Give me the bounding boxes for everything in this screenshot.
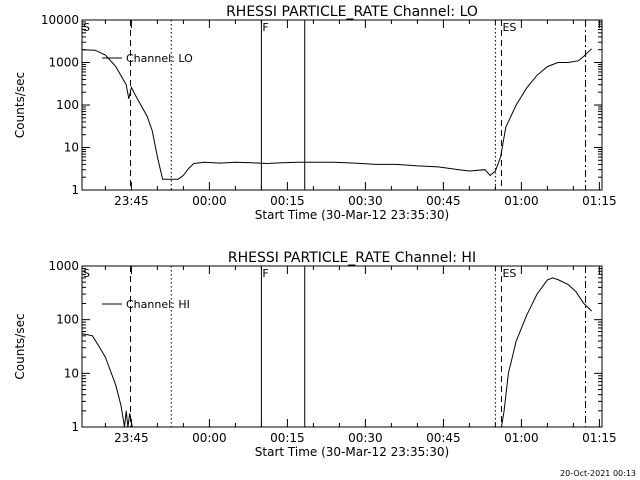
x-tick-label: 00:15 <box>270 194 305 208</box>
event-marker-label: S <box>83 267 90 280</box>
x-tick-label: 00:00 <box>192 431 227 445</box>
legend-label: Channel: LO <box>126 52 193 65</box>
plot-frame <box>81 265 603 428</box>
x-tick-label: 01:15 <box>582 431 617 445</box>
event-marker-label: ES <box>502 267 516 280</box>
x-tick-label: 23:45 <box>114 431 149 445</box>
series-line <box>81 333 133 428</box>
x-tick-label: 00:00 <box>192 194 227 208</box>
x-axis-label: Start Time (30-Mar-12 23:35:30) <box>255 208 449 222</box>
y-tick-label: 10000 <box>41 13 79 27</box>
event-marker-label: F <box>262 267 268 280</box>
y-tick-label: 1 <box>71 183 79 197</box>
timestamp-label: 20-Oct-2021 00:13 <box>560 469 636 478</box>
x-tick-label: 00:15 <box>270 431 305 445</box>
lo-channel-panel: RHESSI PARTICLE_RATE Channel: LO 23:45 00:… <box>13 4 617 222</box>
chart-title: RHESSI PARTICLE_RATE Channel: LO <box>226 4 478 20</box>
event-marker-label: F <box>262 21 268 34</box>
series-line <box>81 48 592 180</box>
y-tick-label: 1000 <box>48 259 79 273</box>
y-axis-label: Counts/sec <box>13 72 27 138</box>
x-tick-label: 00:30 <box>348 194 383 208</box>
y-tick-label: 10 <box>64 366 79 380</box>
chart-title: RHESSI PARTICLE_RATE Channel: HI <box>228 250 476 266</box>
x-tick-label: 00:45 <box>426 431 461 445</box>
event-marker-label: ES <box>502 21 516 34</box>
x-tick-label: 00:30 <box>348 431 383 445</box>
y-axis-label: Counts/sec <box>13 313 27 379</box>
x-tick-label: 01:00 <box>504 431 539 445</box>
event-marker-label: S <box>83 21 90 34</box>
y-tick-label: 1 <box>71 420 79 434</box>
y-tick-label: 10 <box>64 141 79 155</box>
x-axis-label: Start Time (30-Mar-12 23:35:30) <box>255 445 449 459</box>
plot-frame <box>81 19 603 191</box>
hi-channel-panel: RHESSI PARTICLE_RATE Channel: HI 23:45 00:… <box>13 250 617 459</box>
x-tick-label: 00:45 <box>426 194 461 208</box>
y-tick-label: 1000 <box>48 56 79 70</box>
x-tick-label: 01:15 <box>582 194 617 208</box>
x-tick-label: 01:00 <box>504 194 539 208</box>
legend-label: Channel: HI <box>126 298 190 311</box>
y-tick-label: 100 <box>56 98 79 112</box>
x-tick-label: 23:45 <box>114 194 149 208</box>
y-tick-label: 100 <box>56 313 79 327</box>
series-line <box>501 277 592 428</box>
